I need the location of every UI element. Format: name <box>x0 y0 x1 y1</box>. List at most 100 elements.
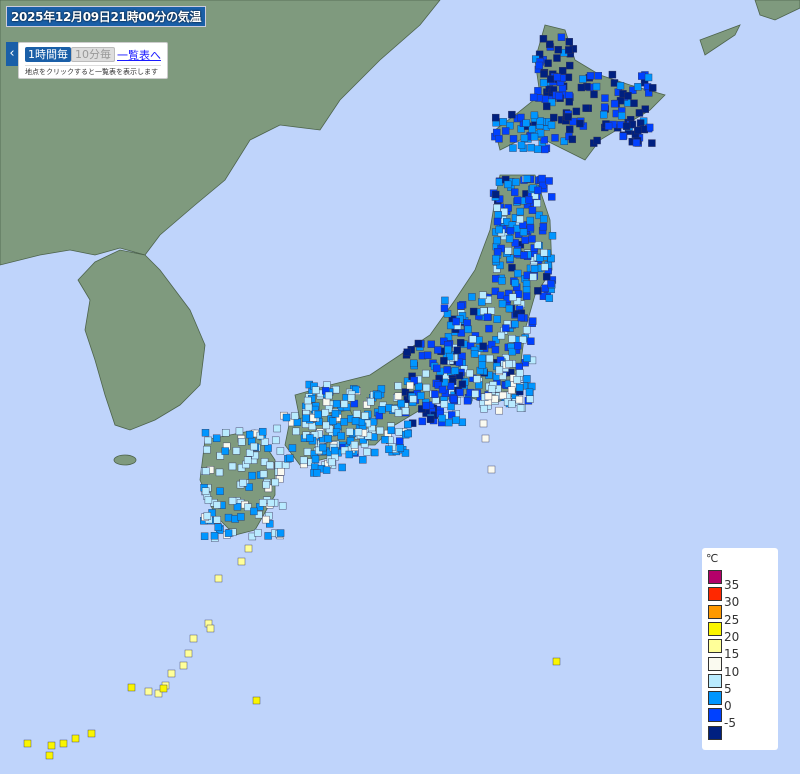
station-marker[interactable] <box>593 136 601 145</box>
station-marker[interactable] <box>484 392 493 401</box>
station-marker[interactable] <box>522 286 531 294</box>
station-marker[interactable] <box>303 448 312 456</box>
station-marker[interactable] <box>495 225 503 234</box>
station-marker[interactable] <box>404 420 412 429</box>
station-marker[interactable] <box>479 342 487 350</box>
station-marker[interactable] <box>446 321 455 330</box>
station-marker[interactable] <box>483 313 492 321</box>
station-marker[interactable] <box>540 249 548 257</box>
station-marker[interactable] <box>493 315 501 323</box>
station-marker[interactable] <box>233 503 242 511</box>
station-marker[interactable] <box>610 99 619 108</box>
station-marker[interactable] <box>431 390 439 399</box>
station-marker[interactable] <box>453 346 461 355</box>
station-marker[interactable] <box>259 499 267 507</box>
station-marker[interactable] <box>535 61 543 70</box>
station-marker[interactable] <box>222 429 230 437</box>
station-marker[interactable] <box>634 126 642 135</box>
station-marker[interactable] <box>340 418 348 426</box>
station-marker[interactable] <box>470 350 479 358</box>
station-marker[interactable] <box>403 348 412 356</box>
station-marker[interactable] <box>438 385 447 394</box>
station-marker[interactable] <box>511 279 519 287</box>
station-marker[interactable] <box>555 92 563 100</box>
station-marker[interactable] <box>565 46 573 54</box>
station-marker[interactable] <box>545 177 553 185</box>
station-marker[interactable] <box>520 251 528 260</box>
station-marker[interactable] <box>514 342 522 350</box>
list-link[interactable]: 一覧表へ <box>117 49 161 62</box>
station-marker[interactable] <box>644 73 653 82</box>
station-marker[interactable] <box>547 254 555 263</box>
station-marker[interactable] <box>557 33 566 41</box>
station-marker[interactable] <box>206 624 215 633</box>
hourly-button[interactable]: 1時間毎 <box>25 47 71 62</box>
station-marker[interactable] <box>618 112 626 120</box>
station-marker[interactable] <box>415 382 423 391</box>
station-marker[interactable] <box>159 684 168 693</box>
station-marker[interactable] <box>447 402 455 411</box>
station-marker[interactable] <box>308 422 317 431</box>
station-marker[interactable] <box>565 125 574 134</box>
station-marker[interactable] <box>498 300 507 308</box>
station-marker[interactable] <box>525 388 534 396</box>
station-marker[interactable] <box>281 461 290 469</box>
station-marker[interactable] <box>277 468 285 476</box>
station-marker[interactable] <box>210 532 219 540</box>
station-marker[interactable] <box>311 455 320 463</box>
station-marker[interactable] <box>485 354 494 363</box>
station-marker[interactable] <box>330 446 339 455</box>
station-marker[interactable] <box>352 385 360 394</box>
station-marker[interactable] <box>304 403 313 412</box>
station-marker[interactable] <box>536 117 544 125</box>
station-marker[interactable] <box>455 358 464 367</box>
station-marker[interactable] <box>535 50 544 59</box>
station-marker[interactable] <box>418 417 427 426</box>
station-marker[interactable] <box>452 317 460 326</box>
station-marker[interactable] <box>264 532 272 540</box>
station-marker[interactable] <box>527 143 535 152</box>
station-marker[interactable] <box>550 113 558 122</box>
station-marker[interactable] <box>508 335 516 343</box>
station-marker[interactable] <box>520 134 529 142</box>
station-marker[interactable] <box>422 409 430 417</box>
station-marker[interactable] <box>495 406 503 415</box>
station-marker[interactable] <box>502 324 510 332</box>
station-marker[interactable] <box>533 145 542 153</box>
station-marker[interactable] <box>534 241 542 249</box>
station-marker[interactable] <box>396 437 404 445</box>
station-marker[interactable] <box>523 175 531 183</box>
station-marker[interactable] <box>546 40 554 48</box>
station-marker[interactable] <box>276 447 285 455</box>
station-marker[interactable] <box>492 254 500 263</box>
station-marker[interactable] <box>248 532 257 541</box>
station-marker[interactable] <box>243 456 252 464</box>
station-marker[interactable] <box>586 72 595 80</box>
station-marker[interactable] <box>594 72 603 80</box>
station-marker[interactable] <box>526 395 534 403</box>
station-marker[interactable] <box>167 669 176 678</box>
station-marker[interactable] <box>264 444 272 452</box>
station-marker[interactable] <box>480 405 488 413</box>
station-marker[interactable] <box>552 657 561 666</box>
station-marker[interactable] <box>564 113 572 121</box>
station-marker[interactable] <box>154 689 163 698</box>
station-marker[interactable] <box>395 428 403 436</box>
station-marker[interactable] <box>215 468 224 477</box>
station-marker[interactable] <box>288 444 297 452</box>
station-marker[interactable] <box>530 133 539 141</box>
station-marker[interactable] <box>363 448 371 456</box>
station-marker[interactable] <box>641 105 650 113</box>
station-marker[interactable] <box>374 391 382 400</box>
station-marker[interactable] <box>381 436 389 444</box>
station-marker[interactable] <box>506 121 514 130</box>
station-marker[interactable] <box>261 438 269 446</box>
station-marker[interactable] <box>213 501 221 509</box>
station-marker[interactable] <box>504 180 512 189</box>
station-marker[interactable] <box>492 128 501 137</box>
station-marker[interactable] <box>492 190 500 199</box>
station-marker[interactable] <box>346 437 355 445</box>
station-marker[interactable] <box>266 461 274 470</box>
station-marker[interactable] <box>127 683 136 692</box>
